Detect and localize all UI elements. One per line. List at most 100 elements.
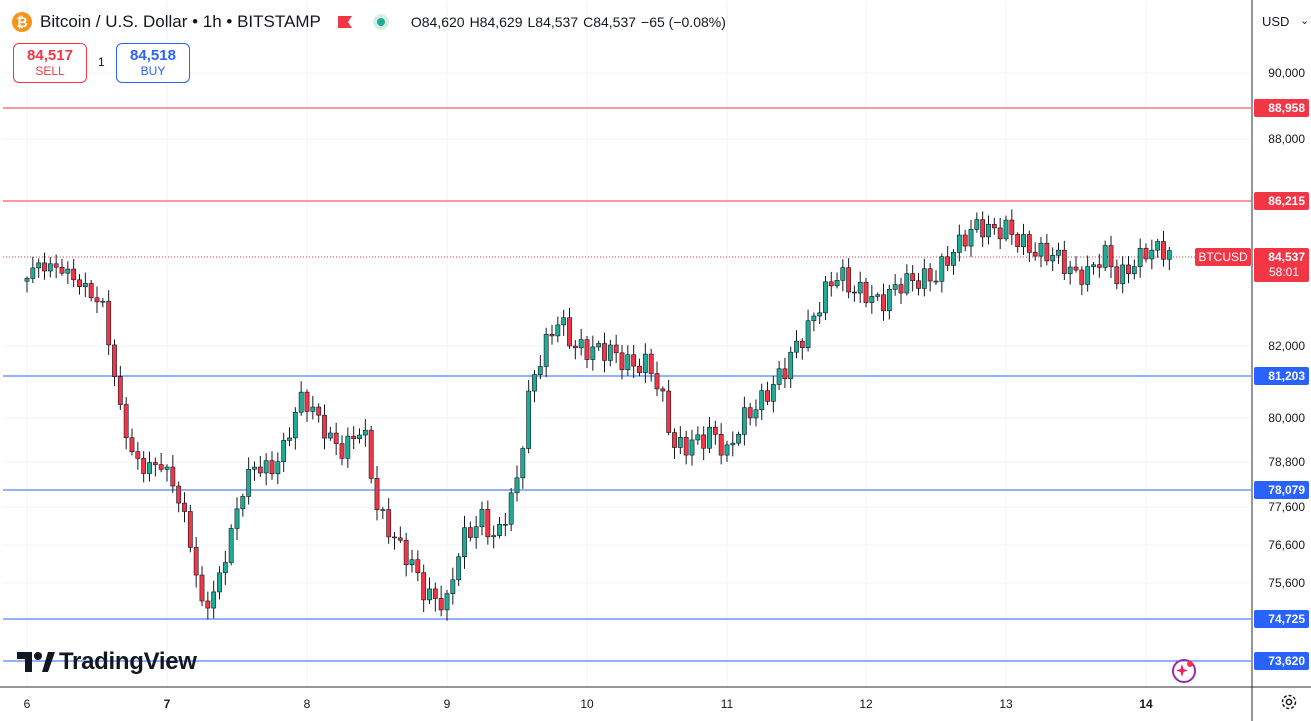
candle-body <box>234 508 240 529</box>
change-value: −65 (−0.08%) <box>641 14 726 30</box>
ohlc-values: O84,620 H84,629 L84,537 C84,537 −65 (−0.… <box>411 14 731 30</box>
candle-body <box>392 536 397 539</box>
candle-body <box>112 344 117 377</box>
horizontal-levels: 88,958 86,215 81,203 78,079 74,725 73,620 BTCU… <box>3 99 1309 670</box>
candle-body <box>257 466 263 474</box>
settings-gear-icon[interactable] <box>1280 693 1298 711</box>
candle-body <box>59 266 65 274</box>
level-tag-label: 73,620 <box>1268 654 1305 668</box>
sell-price: 84,517 <box>27 47 73 64</box>
buy-label: BUY <box>140 64 166 78</box>
candle-body <box>747 407 753 419</box>
candle-body <box>199 574 205 602</box>
tradingview-logo-icon <box>17 652 55 672</box>
candle-body <box>927 268 933 282</box>
time-axis: 6 7 8 9 10 11 12 13 14 <box>0 686 1311 711</box>
market-open-icon <box>372 14 389 30</box>
candle-body <box>456 556 462 581</box>
flag-icon[interactable] <box>337 15 353 29</box>
candle-body <box>117 376 123 405</box>
x-tick-label: 14 <box>1139 697 1153 711</box>
candle-body <box>427 588 432 601</box>
y-tick-label: 75,600 <box>1268 576 1305 590</box>
candle-body <box>741 407 747 435</box>
candle-body <box>724 444 730 456</box>
candle-body <box>672 432 677 448</box>
candle-body <box>689 439 695 456</box>
candle-body <box>281 440 287 462</box>
candle-body <box>1091 264 1096 267</box>
candle-body <box>205 600 211 609</box>
candle-body <box>968 229 974 247</box>
level-tag <box>1254 99 1309 117</box>
candle-body <box>794 340 799 353</box>
candle-body <box>432 588 438 599</box>
sparkle-icon[interactable] <box>1170 657 1198 685</box>
candle-body <box>683 437 689 456</box>
candle-body <box>263 460 269 474</box>
candle-body <box>736 433 741 444</box>
candle-body <box>619 352 625 371</box>
candle-body <box>916 280 921 289</box>
candle-body <box>77 279 82 287</box>
candle-body <box>1096 264 1102 268</box>
candle-body <box>450 579 456 594</box>
candle-body <box>362 429 368 436</box>
candle-body <box>141 458 147 474</box>
y-tick-label: 76,600 <box>1268 538 1305 552</box>
x-tick-label: 9 <box>444 697 451 711</box>
candle-body <box>152 462 158 465</box>
sell-button[interactable]: 84,517 SELL <box>13 43 87 83</box>
candle-body <box>631 354 637 367</box>
candle-body <box>485 509 491 538</box>
level-tag-label: 81,203 <box>1268 369 1305 383</box>
candle-body <box>508 492 514 525</box>
candle-body <box>345 435 351 459</box>
level-tag-label: 86,215 <box>1268 194 1305 208</box>
currency-selector[interactable]: USD <box>1262 14 1290 29</box>
candle-body <box>648 353 654 374</box>
candle-body <box>811 315 817 322</box>
candle-body <box>654 373 660 390</box>
candle-body <box>368 429 374 479</box>
candle-body <box>380 509 386 511</box>
candle-body <box>805 320 811 348</box>
candle-body <box>1015 234 1021 247</box>
candle-body <box>1161 241 1166 260</box>
low-value: L84,537 <box>527 14 579 30</box>
candle-body <box>275 461 281 475</box>
candle-body <box>164 466 170 470</box>
open-value: O84,620 <box>410 14 465 30</box>
symbol-title[interactable]: Bitcoin / U.S. Dollar • 1h • BITSTAMP <box>40 12 321 31</box>
candle-body <box>788 351 794 380</box>
candle-body <box>555 324 561 337</box>
candle-body <box>1120 264 1126 285</box>
y-tick-label: 90,000 <box>1268 66 1305 80</box>
candle-body <box>176 485 182 504</box>
current-price-label: 84,537 <box>1268 250 1305 264</box>
candle-body <box>65 268 71 274</box>
candle-body <box>561 317 567 326</box>
candle-body <box>292 411 298 439</box>
candle-body <box>956 234 962 253</box>
symbol-tag <box>1195 248 1251 266</box>
candle-body <box>135 451 141 459</box>
candle-body <box>403 539 409 566</box>
bitcoin-coin-icon: ₿ <box>12 12 32 32</box>
candle-body <box>776 368 782 385</box>
buy-button[interactable]: 84,518 BUY <box>116 43 190 83</box>
level-tag <box>1254 652 1309 670</box>
candle-body <box>881 294 886 312</box>
candle-body <box>333 432 339 444</box>
candle-body <box>47 263 53 272</box>
level-tag-label: 74,725 <box>1268 612 1305 626</box>
candle-body <box>1009 219 1015 235</box>
chevron-down-icon[interactable]: ⌄ <box>1300 15 1310 27</box>
candle-body <box>637 365 642 373</box>
level-tag <box>1254 481 1309 499</box>
close-value: C84,537 <box>583 14 637 30</box>
candle-body <box>473 526 479 538</box>
candle-body <box>759 390 765 411</box>
